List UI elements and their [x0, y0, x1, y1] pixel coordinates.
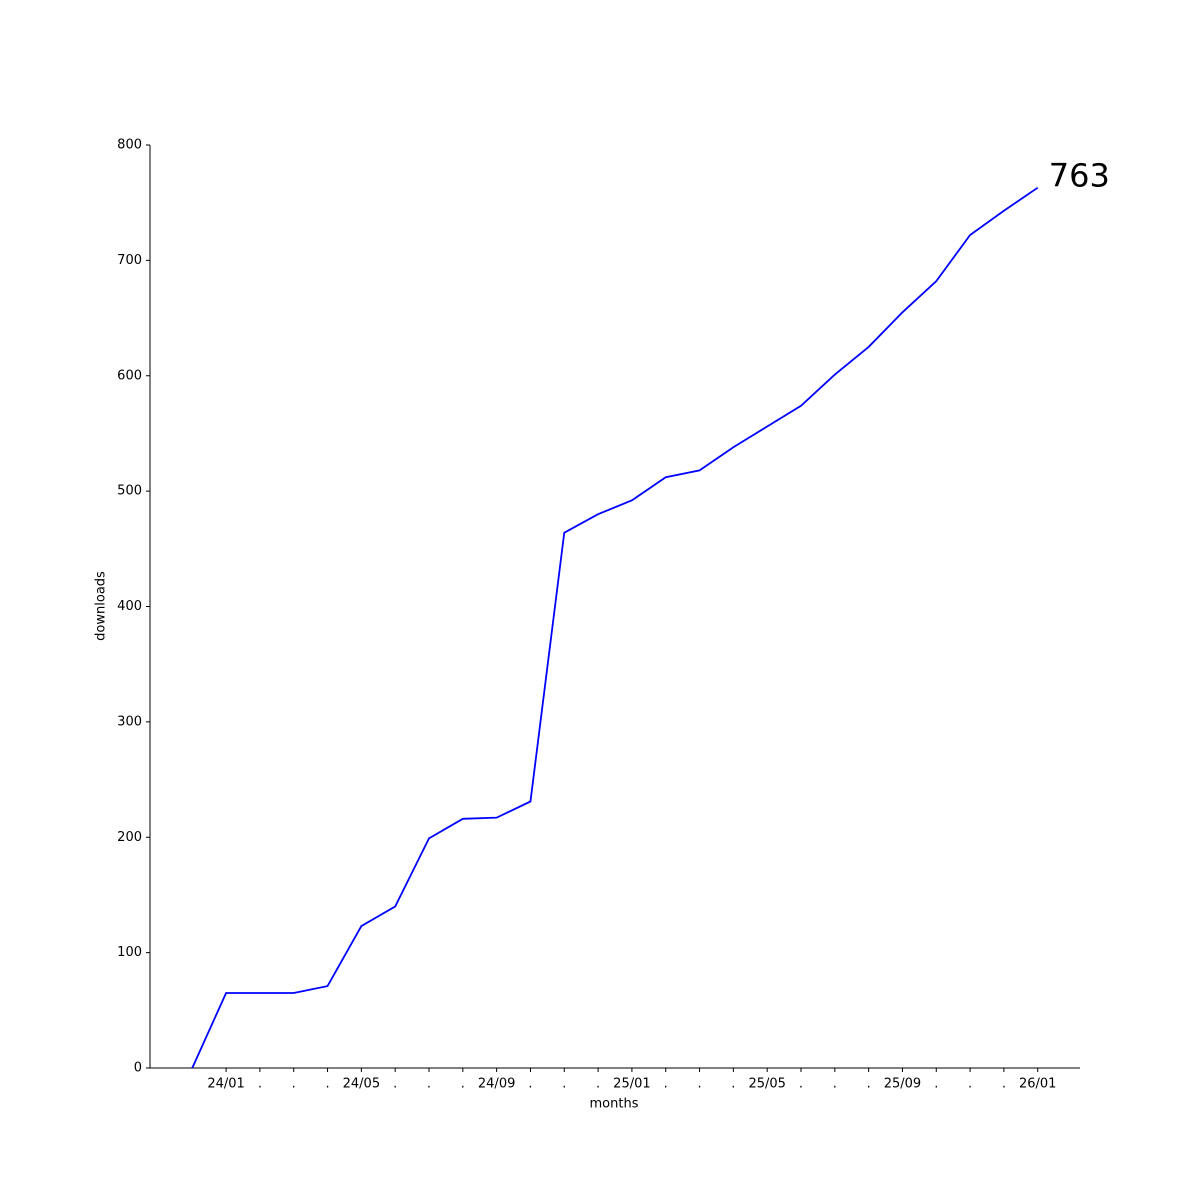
x-tick-label: 25/05: [748, 1077, 785, 1092]
y-tick-label: 600: [117, 368, 142, 383]
x-tick-label: .: [528, 1077, 532, 1092]
y-tick-label: 700: [117, 253, 142, 268]
x-tick-label: .: [562, 1077, 566, 1092]
x-tick-label: 24/09: [478, 1077, 515, 1092]
y-axis-label: downloads: [94, 571, 109, 641]
y-tick-label: 0: [134, 1061, 142, 1076]
y-tick-label: 200: [117, 830, 142, 845]
x-tick-label: .: [968, 1077, 972, 1092]
y-tick-label: 300: [117, 714, 142, 729]
x-tick-label: .: [934, 1077, 938, 1092]
x-tick-label: .: [292, 1077, 296, 1092]
x-tick-label: 24/01: [207, 1077, 244, 1092]
end-value-label: 763: [1049, 157, 1110, 195]
x-tick-label: .: [325, 1077, 329, 1092]
x-tick-label: .: [799, 1077, 803, 1092]
x-tick-label: .: [427, 1077, 431, 1092]
x-tick-label: .: [664, 1077, 668, 1092]
x-tick-label: .: [1002, 1077, 1006, 1092]
y-tick-label: 500: [117, 484, 142, 499]
x-tick-label: .: [461, 1077, 465, 1092]
y-tick-label: 800: [117, 138, 142, 153]
x-tick-label: 24/05: [343, 1077, 380, 1092]
x-tick-label: 26/01: [1019, 1077, 1056, 1092]
x-axis-label: months: [590, 1097, 639, 1112]
y-tick-label: 100: [117, 945, 142, 960]
y-tick-label: 400: [117, 599, 142, 614]
x-tick-label: .: [258, 1077, 262, 1092]
x-tick-label: .: [697, 1077, 701, 1092]
x-tick-label: .: [393, 1077, 397, 1092]
line: [191, 186, 1039, 1069]
x-tick-label: .: [731, 1077, 735, 1092]
x-tick-label: 25/09: [884, 1077, 921, 1092]
x-tick-label: .: [867, 1077, 871, 1092]
x-tick-label: .: [596, 1077, 600, 1092]
x-tick-label: 25/01: [613, 1077, 650, 1092]
x-tick-label: .: [833, 1077, 837, 1092]
